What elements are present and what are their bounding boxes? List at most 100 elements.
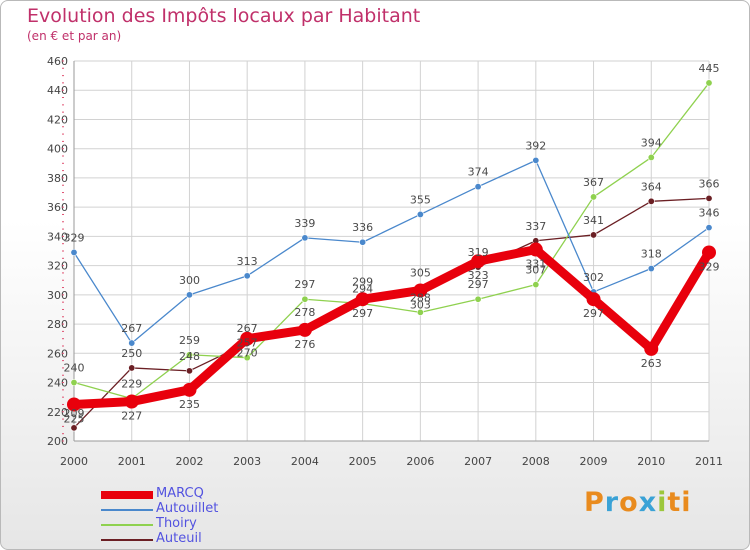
data-label: 394: [641, 136, 662, 149]
data-point: [301, 295, 309, 303]
data-point: [702, 245, 716, 260]
data-label: 276: [294, 338, 315, 351]
data-point: [185, 367, 193, 375]
y-tick-label: 220: [47, 406, 68, 419]
logo-letter: ti: [667, 487, 692, 518]
y-tick-label: 280: [47, 318, 68, 331]
data-label: 278: [294, 306, 315, 319]
y-tick-label: 300: [47, 289, 68, 302]
legend-label: MARCQ: [156, 486, 204, 501]
data-label: 445: [699, 62, 720, 75]
data-label: 318: [641, 248, 662, 261]
legend-label: Autouillet: [156, 501, 219, 516]
data-point: [647, 153, 655, 161]
data-point: [185, 291, 193, 299]
data-label: 300: [179, 274, 200, 287]
data-point: [67, 397, 81, 412]
data-label: 299: [352, 275, 373, 288]
data-point: [416, 308, 424, 316]
series-autouillet: [70, 156, 713, 347]
data-label: 392: [525, 139, 546, 152]
data-point: [182, 382, 197, 397]
y-tick-label: 420: [47, 113, 68, 126]
data-point: [70, 379, 78, 387]
data-label: 355: [410, 193, 431, 206]
legend-item: MARCQ: [101, 486, 301, 502]
data-label: 366: [699, 177, 720, 190]
data-point: [647, 197, 655, 205]
data-point: [532, 281, 540, 289]
data-label: 346: [699, 207, 720, 220]
data-point: [705, 79, 713, 87]
y-tick-label: 440: [47, 84, 68, 97]
data-label: 250: [121, 347, 142, 360]
legend-swatch: [101, 508, 153, 511]
x-tick-label: 2010: [637, 455, 665, 468]
data-point: [355, 292, 370, 307]
data-point: [413, 283, 428, 298]
x-tick-label: 2007: [464, 455, 492, 468]
data-point: [124, 394, 139, 409]
legend-swatch: [101, 538, 153, 541]
legend-swatch: [101, 523, 153, 526]
data-label: 267: [237, 322, 258, 335]
legend: MARCQ Autouillet Thoiry Auteuil: [101, 486, 301, 547]
x-tick-label: 2004: [291, 455, 319, 468]
data-point: [532, 156, 540, 164]
data-label: 364: [641, 180, 662, 193]
legend-item: Thoiry: [101, 516, 301, 532]
data-label: 323: [468, 269, 489, 282]
y-tick-label: 400: [47, 143, 68, 156]
y-tick-label: 260: [47, 347, 68, 360]
data-point: [185, 351, 193, 359]
data-label: 367: [583, 176, 604, 189]
data-point: [705, 194, 713, 202]
data-point: [471, 254, 486, 269]
legend-label: Auteuil: [156, 531, 202, 546]
data-label: 337: [525, 220, 546, 233]
data-point: [359, 238, 367, 246]
data-point: [301, 234, 309, 242]
logo-letter: r: [604, 487, 620, 518]
data-label: 263: [641, 357, 662, 370]
data-label: 303: [410, 298, 431, 311]
logo-letter: o: [619, 487, 639, 518]
y-tick-label: 240: [47, 377, 68, 390]
y-tick-label: 460: [47, 55, 68, 68]
series-line: [73, 159, 710, 344]
data-label: 270: [237, 347, 258, 360]
data-label: 339: [294, 217, 315, 230]
data-label: 307: [525, 264, 546, 277]
data-label: 305: [410, 267, 431, 280]
data-label: 209: [64, 407, 85, 420]
series-line: [69, 245, 714, 409]
data-label: 225: [64, 412, 85, 425]
chart-title: Evolution des Impôts locaux par Habitant: [27, 5, 421, 27]
data-label: 297: [583, 307, 604, 320]
data-point: [528, 242, 543, 257]
data-label: 302: [583, 271, 604, 284]
legend-item: Autouillet: [101, 501, 301, 517]
series-marcq: [67, 242, 716, 412]
data-point: [297, 322, 312, 337]
logo-letter: P: [584, 487, 605, 518]
y-tick-label: 340: [47, 230, 68, 243]
data-label: 329: [64, 231, 85, 244]
data-point: [590, 193, 598, 201]
data-label: 267: [121, 322, 142, 335]
data-label: 336: [352, 221, 373, 234]
y-tick-label: 360: [47, 201, 68, 214]
data-point: [474, 183, 482, 191]
data-label: 229: [121, 378, 142, 391]
y-tick-label: 320: [47, 260, 68, 273]
data-point: [586, 292, 601, 307]
data-label: 288: [410, 291, 431, 304]
data-point: [128, 364, 136, 372]
data-label: 259: [179, 334, 200, 347]
data-label: 341: [583, 214, 604, 227]
data-point: [644, 341, 659, 356]
x-tick-label: 2009: [580, 455, 608, 468]
x-tick-label: 2011: [695, 455, 723, 468]
